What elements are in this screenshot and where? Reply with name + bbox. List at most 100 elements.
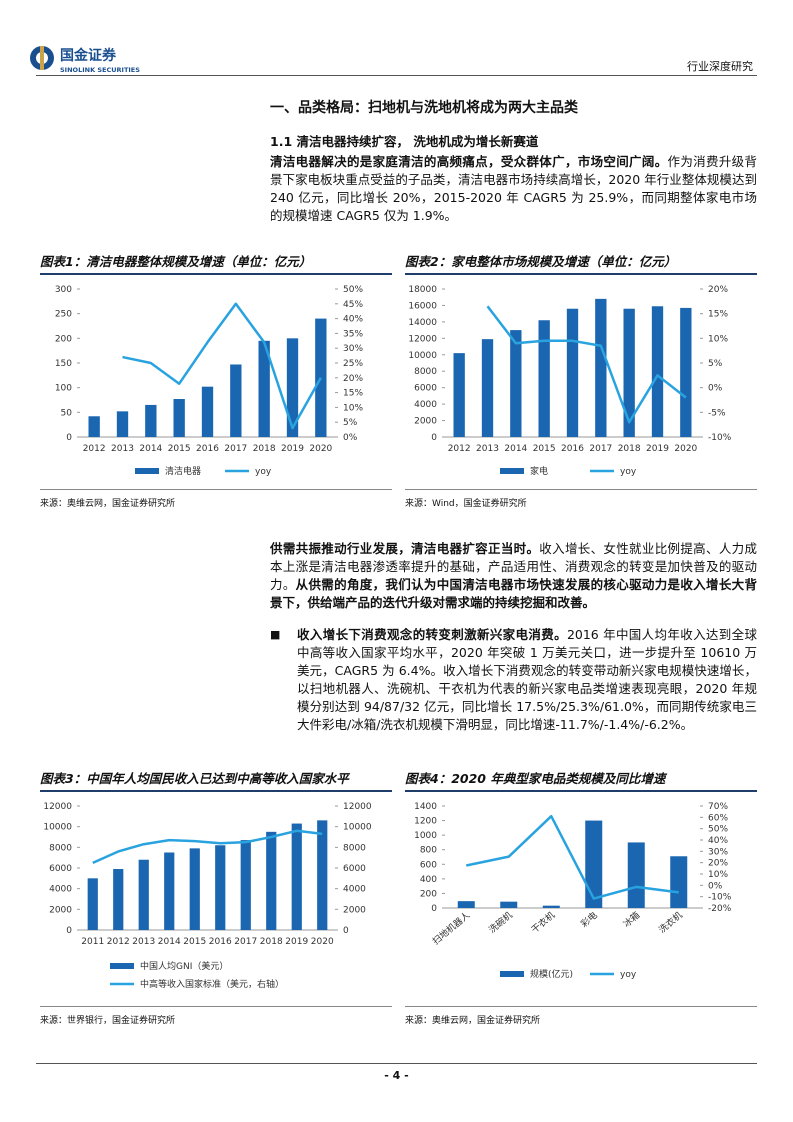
bar: [457, 901, 475, 908]
y2-tick-label: 5%: [343, 418, 358, 428]
subsection-title: 1.1 清洁电器持续扩容， 洗地机成为增长新赛道: [270, 134, 539, 149]
x-tick-label: 2013: [476, 444, 499, 454]
y2-tick-label: 5%: [708, 359, 723, 369]
bar: [542, 905, 560, 908]
y2-tick-label: 10%: [343, 403, 363, 413]
legend-label: yoy: [620, 970, 637, 980]
x-tick-label: 2016: [196, 444, 219, 454]
x-tick-label: 2014: [158, 937, 181, 947]
bar: [623, 308, 635, 437]
y2-tick-label: -5%: [708, 408, 726, 418]
legend-label: 中国人均GNI（美元）: [140, 960, 228, 972]
bar: [201, 386, 214, 437]
y2-tick-label: 0: [343, 926, 349, 936]
y2-tick-label: -20%: [708, 904, 732, 914]
x-tick-label: 2013: [132, 937, 155, 947]
y2-tick-label: 60%: [708, 813, 728, 823]
figure-title: 图表2：家电整体市场规模及增速（单位：亿元）: [405, 253, 757, 275]
y2-tick-label: 20%: [343, 374, 363, 384]
figure-title: 图表1：清洁电器整体规模及增速（单位：亿元）: [40, 253, 392, 275]
y-tick-label: 10000: [408, 351, 437, 361]
x-tick-label: 2014: [504, 444, 527, 454]
y-tick-label: 0: [66, 433, 72, 443]
bar: [266, 831, 277, 930]
bold-text: 供需共振推动行业发展，清洁电器扩容正当时。: [270, 541, 540, 556]
legend-swatch: [500, 468, 524, 474]
x-tick-label: 2018: [260, 937, 283, 947]
y-tick-label: 0: [431, 904, 437, 914]
y2-tick-label: 50%: [708, 825, 728, 835]
bold-text: 从供需的角度，我们认为中国清洁电器市场快速发展的核心驱动力是收入增长大背景下，供…: [270, 577, 757, 610]
legend-swatch: [110, 963, 134, 969]
paragraph: 清洁电器解决的是家庭清洁的高频痛点，受众群体广，市场空间广阔。作为消费升级背景下…: [270, 153, 757, 225]
bar: [291, 823, 302, 930]
y-tick-label: 300: [55, 285, 72, 295]
y-tick-label: 4000: [49, 885, 72, 895]
bar: [510, 330, 522, 437]
y-tick-label: 12000: [43, 802, 72, 812]
x-tick-label: 2019: [281, 444, 304, 454]
y-tick-label: 2000: [49, 905, 72, 915]
bar: [566, 308, 579, 437]
bold-text: 收入增长下消费观念的转变刺激新兴家电消费。: [297, 627, 567, 642]
x-tick-label: 2016: [209, 937, 232, 947]
line: [465, 814, 679, 900]
bar: [453, 353, 465, 437]
x-tick-label: 2015: [183, 937, 206, 947]
y-tick-label: 600: [420, 860, 437, 870]
y-tick-label: 4000: [414, 400, 437, 410]
x-tick-label: 2017: [224, 444, 247, 454]
y2-tick-label: 8000: [343, 843, 366, 853]
y-tick-label: 250: [55, 310, 72, 320]
bar: [651, 306, 664, 437]
y2-tick-label: 12000: [343, 802, 372, 812]
y2-tick-label: 6000: [343, 864, 366, 874]
bar: [286, 338, 299, 437]
figure-source: 来源：奥维云网，国金证券研究所: [405, 1006, 757, 1026]
figure-source: 来源：Wind，国金证券研究所: [405, 489, 757, 509]
y-tick-label: 2000: [414, 417, 437, 427]
x-tick-label: 2020: [309, 444, 332, 454]
bar: [88, 416, 100, 437]
x-tick-label: 2012: [448, 444, 471, 454]
bar: [670, 856, 688, 908]
bar: [173, 399, 185, 437]
y2-tick-label: 0%: [708, 384, 723, 394]
x-tick-label: 扫地机器人: [430, 909, 472, 947]
bar: [215, 845, 226, 930]
chart: 0 2000 4000 6000 8000 10000 12000 14000 16000 180…: [408, 285, 731, 477]
x-tick-label: 冰箱: [621, 909, 643, 930]
chart: 0 50 100 150 200 250 300 0% 5% 10% 15% 20% 25% 30% 35%…: [55, 285, 364, 477]
legend-swatch: [500, 971, 524, 977]
legend-label: 清洁电器: [165, 465, 201, 477]
y2-tick-label: 15%: [343, 389, 363, 399]
chart: 0 200 400 600 800 1000 1200 1400 -20%-10% 0%10%20…: [414, 802, 732, 980]
page-number: - 4 -: [384, 1069, 409, 1082]
y2-tick-label: 20%: [708, 859, 728, 869]
legend-label: 中高等收入国家标准（美元，右轴）: [140, 978, 284, 990]
x-tick-label: 2020: [311, 937, 334, 947]
bold-text: 清洁电器解决的是家庭清洁的高频痛点，受众群体广，市场空间广阔。: [270, 154, 668, 169]
bar: [138, 859, 149, 930]
bar: [258, 340, 270, 437]
figure-source: 来源：世界银行，国金证券研究所: [40, 1006, 392, 1026]
y-tick-label: 10000: [43, 823, 72, 833]
y2-tick-label: 40%: [708, 836, 728, 846]
logo: 国金证券 SINOLINK SECURITIES: [30, 46, 140, 74]
text: 作为消费升级背景下家电板块重点受益的子品类，清洁电器市场持续高增长，2020 年…: [270, 154, 757, 223]
y2-tick-label: 0%: [708, 881, 723, 891]
y-tick-label: 100: [55, 384, 72, 394]
y-tick-label: 8000: [49, 843, 72, 853]
text: 收入增长、女性就业比例提高、人力成本上涨是清洁电器渗透率提升的基础，产品适用性、…: [270, 541, 757, 592]
y-tick-label: 12000: [408, 334, 437, 344]
footer-rule: [36, 1063, 757, 1064]
bar: [145, 404, 157, 437]
paragraph: 供需共振推动行业发展，清洁电器扩容正当时。收入增长、女性就业比例提高、人力成本上…: [270, 540, 757, 612]
legend-swatch: [135, 468, 159, 474]
y2-tick-label: 50%: [343, 285, 363, 295]
bar: [189, 848, 200, 930]
paragraph: 收入增长下消费观念的转变刺激新兴家电消费。2016 年中国人均年收入达到全球中高…: [297, 626, 757, 734]
y-tick-label: 18000: [408, 285, 437, 295]
header-rule: [36, 75, 757, 76]
bar: [113, 869, 124, 930]
